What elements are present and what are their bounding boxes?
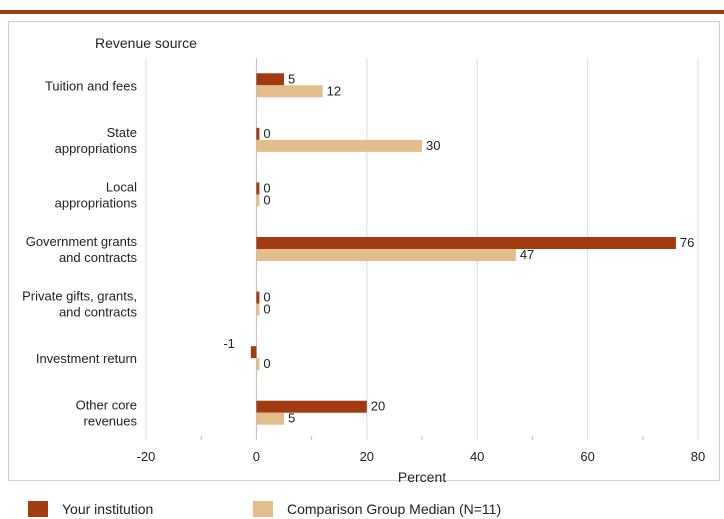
bar-value-label: -1 [223, 336, 235, 351]
category-label: Private gifts, grants, [22, 289, 137, 304]
bar [256, 291, 260, 304]
category-label: State [107, 125, 137, 140]
bar [256, 358, 260, 371]
bar [256, 194, 260, 207]
legend-item-comparison-median: Comparison Group Median (N=11) [253, 499, 501, 519]
bar-value-label: 20 [371, 399, 385, 414]
legend-label-comparison-median: Comparison Group Median (N=11) [287, 501, 502, 517]
bar-value-label: 76 [680, 235, 694, 250]
bar [256, 85, 323, 98]
bar [256, 139, 422, 152]
bar-value-label: 0 [263, 192, 270, 207]
category-label: Other core [76, 398, 137, 413]
x-axis-title: Percent [398, 469, 446, 485]
bar [256, 182, 260, 195]
bar-value-label: 0 [263, 290, 270, 305]
category-label: appropriations [55, 195, 138, 210]
bar-value-label: 0 [263, 126, 270, 141]
bar [250, 346, 257, 359]
bar-value-label: 0 [263, 356, 270, 371]
x-tick-label: 20 [360, 449, 374, 464]
bar-value-label: 0 [263, 180, 270, 195]
category-label: Tuition and fees [45, 78, 138, 93]
category-label: revenues [84, 414, 138, 429]
x-tick-label: 80 [691, 449, 705, 464]
bar-value-label: 30 [426, 138, 440, 153]
bar [256, 303, 260, 316]
x-tick-label: 40 [470, 449, 484, 464]
category-label: appropriations [55, 141, 138, 156]
bars [250, 73, 676, 425]
category-label: and contracts [59, 305, 138, 320]
bar-value-label: 47 [520, 247, 534, 262]
bar [256, 412, 284, 425]
bar [256, 127, 260, 140]
x-tick-label: 0 [253, 449, 260, 464]
x-tick-label: -20 [137, 449, 156, 464]
bar-value-label: 5 [288, 71, 295, 86]
legend: Your institution Comparison Group Median… [0, 493, 724, 518]
category-label: and contracts [59, 250, 138, 265]
bar [256, 73, 284, 86]
bar [256, 237, 676, 249]
bar [256, 400, 367, 413]
legend-label-your-institution: Your institution [62, 501, 154, 517]
bar-value-label: 0 [263, 302, 270, 317]
category-label: Local [106, 179, 137, 194]
bar [256, 249, 516, 261]
legend-item-your-institution: Your institution [28, 499, 153, 519]
category-axis-title: Revenue source [95, 35, 197, 51]
bar-value-label: 12 [327, 83, 341, 98]
category-label: Investment return [36, 351, 137, 366]
legend-swatch-comparison-median [253, 501, 273, 517]
legend-swatch-your-institution [28, 501, 48, 517]
x-tick-label: 60 [580, 449, 594, 464]
bar-value-label: 5 [288, 411, 295, 426]
top-accent-bar [0, 10, 724, 14]
category-label: Government grants [26, 234, 138, 249]
